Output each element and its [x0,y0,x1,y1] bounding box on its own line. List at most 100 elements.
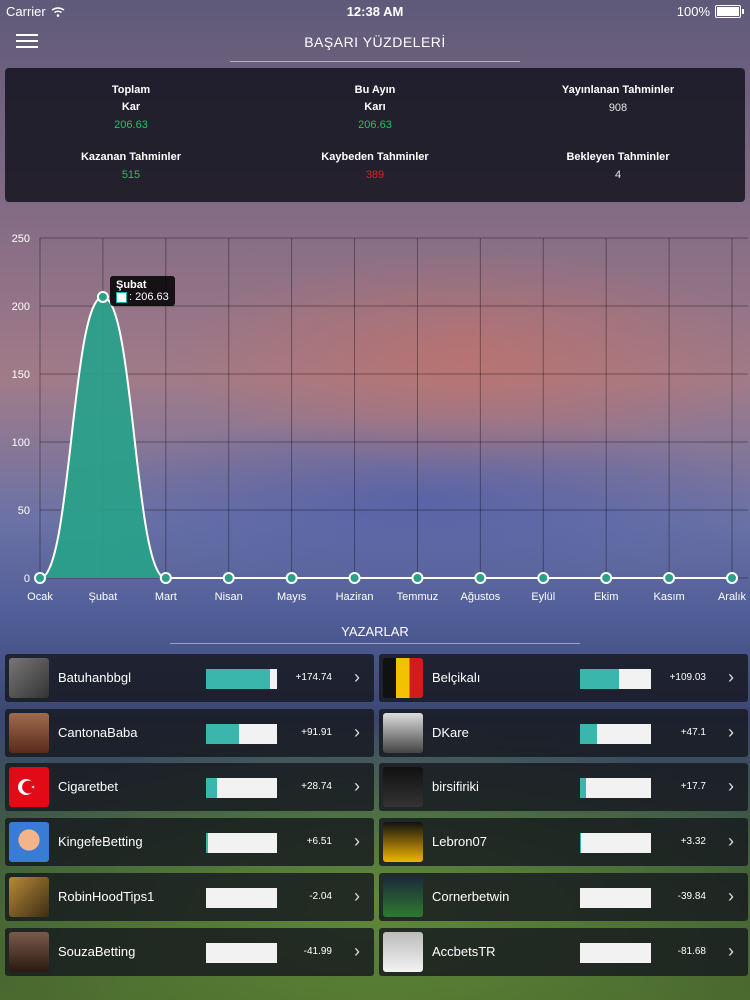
chevron-right-icon: › [728,721,734,742]
stat-label: Bekleyen Tahminler [566,151,670,163]
data-point [537,572,550,584]
x-tick-label: Mart [155,591,177,603]
profit-chart: 0 50 100 150 200 250 Ocak Şubat Mart Nisan Mayıs Ha… [0,225,750,610]
turkey-flag-icon [9,767,49,808]
author-row[interactable]: KingefeBetting +6.51 › [5,818,374,867]
stat-label: Kazanan Tahminler [80,151,182,163]
stats-panel: Toplam Kar 206.63 Bu Ayın Karı 206.63 Ya… [5,68,745,202]
author-score: -2.04 [309,890,332,902]
author-name: Cigaretbet [58,779,118,795]
author-name: CantonaBaba [58,724,138,740]
data-point [222,572,235,584]
author-row[interactable]: Lebron07 +3.32 › [379,818,748,867]
author-progress-bar [206,723,277,744]
stat-pending: Bekleyen Tahminler 4 [495,149,741,185]
author-progress-bar [580,778,651,799]
author-progress-fill [580,778,587,799]
stat-published: Yayınlanan Tahminler 908 [495,82,741,118]
author-score: -41.99 [303,945,332,957]
x-tick-label: Ağustos [460,591,500,603]
author-progress-fill [580,669,620,689]
chevron-right-icon: › [728,831,734,852]
author-score: +17.7 [680,781,706,793]
author-name: RobinHoodTips1 [58,888,155,904]
author-score: -81.68 [677,945,706,957]
stat-label: Kaybeden Tahminler [321,151,429,163]
author-row[interactable]: AccbetsTR -81.68 › [379,927,748,976]
tooltip-title: Şubat [116,279,147,291]
author-row[interactable]: birsifiriki +17.7 › [379,763,748,812]
data-point [159,572,172,584]
x-tick-label: Ekim [594,591,618,603]
stat-value: 389 [365,169,385,181]
profit-chart-svg: 0 50 100 150 200 250 Ocak Şubat Mart Nisan Mayıs Ha… [12,233,748,603]
author-progress-fill [206,669,270,689]
author-progress-bar [206,942,277,963]
stat-label: Yayınlanan Tahminler [561,84,675,96]
stat-total-profit: Toplam Kar 206.63 [8,82,254,135]
author-row[interactable]: CantonaBaba +91.91 › [5,708,374,757]
chevron-right-icon: › [354,831,360,852]
author-progress-bar [580,887,651,908]
author-row[interactable]: DKare +47.1 › [379,708,748,757]
page-title: BAŞARI YÜZDELERİ [304,34,446,50]
data-point [663,572,676,584]
status-bar: Carrier 12:38 AM 100% [0,0,750,22]
author-progress-fill [206,833,209,854]
author-row[interactable]: Batuhanbbgl +174.74 › [5,654,374,702]
author-score: +91.91 [301,726,332,738]
status-time: 12:38 AM [346,4,404,19]
author-name: Belçikalı [432,670,481,685]
author-name: Batuhanbbgl [58,670,132,685]
author-progress-fill [206,723,239,744]
data-point [285,572,298,584]
author-name: Lebron07 [432,834,487,850]
stat-label: Bu Ayın [354,84,396,96]
author-row[interactable]: RobinHoodTips1 -2.04 › [5,872,374,921]
data-point [34,572,46,584]
chart-tooltip: Şubat : 206.63 [110,276,175,306]
chevron-right-icon: › [354,721,360,742]
y-tick-label: 100 [12,437,30,449]
data-point [600,572,613,584]
hamburger-menu-icon[interactable] [16,34,38,50]
author-progress-bar [206,669,277,689]
author-progress-bar [580,669,651,689]
chevron-right-icon: › [728,885,734,906]
person-icon [9,712,49,753]
author-name: SouzaBetting [58,943,136,959]
chevron-right-icon: › [728,667,734,687]
authors-section-title: YAZARLAR [341,624,409,639]
author-score: +3.32 [680,836,706,848]
data-point [411,572,424,584]
x-tick-label: Ocak [27,591,53,603]
author-row[interactable]: Cigaretbet +28.74 › [5,763,374,812]
author-progress-bar [206,778,277,799]
stat-value: 515 [121,169,141,181]
author-name: birsifiriki [432,779,479,795]
y-tick-label: 200 [12,301,30,313]
author-row[interactable]: Cornerbetwin -39.84 › [379,872,748,921]
stat-value: 206.63 [114,119,148,131]
author-name: Cornerbetwin [432,888,510,904]
chevron-right-icon: › [354,776,360,797]
author-progress-bar [580,723,651,744]
stat-label: Kar [121,101,141,113]
battery-percent: 100% [676,4,710,19]
stat-won: Kazanan Tahminler 515 [8,149,254,185]
stadium-icon [383,876,423,917]
soldiers-icon [9,658,49,698]
x-tick-label: Mayıs [277,591,307,603]
author-row[interactable]: SouzaBetting -41.99 › [5,927,374,976]
x-tick-label: Nisan [215,591,243,603]
author-row[interactable]: Belçikalı +109.03 › [379,654,748,702]
data-point [348,572,361,584]
stat-label: Karı [364,101,386,113]
author-progress-bar [580,833,651,854]
chevron-right-icon: › [354,667,360,687]
author-progress-fill [206,778,217,799]
author-progress-bar [206,833,277,854]
x-tick-label: Eylül [531,591,555,603]
author-progress-fill [580,833,582,854]
chevron-right-icon: › [728,940,734,961]
